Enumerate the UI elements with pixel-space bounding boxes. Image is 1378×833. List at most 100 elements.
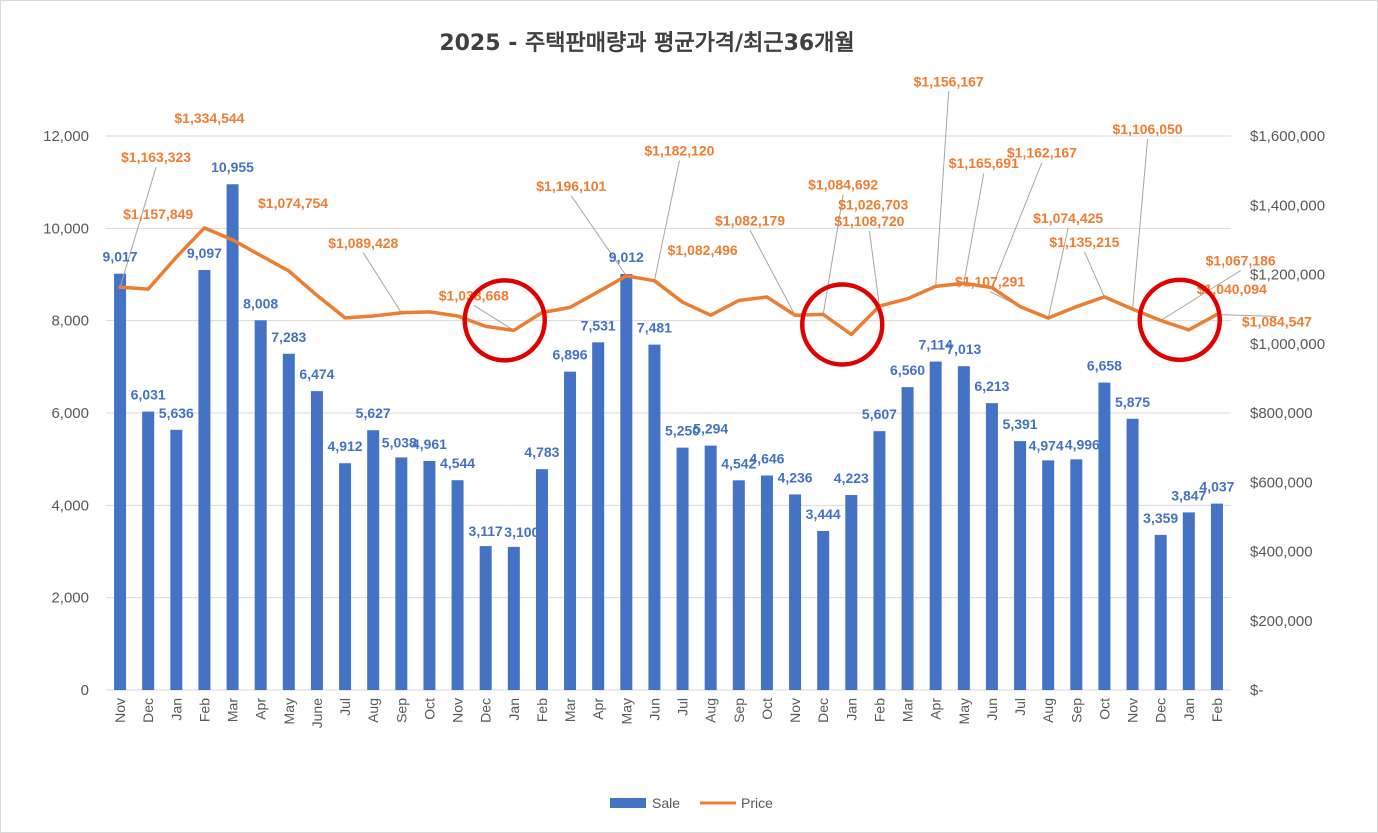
price-data-label: $1,196,101 — [536, 178, 606, 194]
sale-bar — [1070, 459, 1083, 690]
price-data-label: $1,074,754 — [258, 195, 328, 211]
sale-bar — [423, 460, 436, 690]
x-axis-tick-label: Jun — [984, 698, 1000, 721]
price-data-label: $1,106,050 — [1113, 121, 1183, 137]
sale-data-label: 4,912 — [328, 438, 363, 454]
sale-data-label: 10,955 — [211, 159, 254, 175]
sale-data-label: 4,544 — [440, 455, 475, 471]
x-axis-tick-label: Jun — [646, 698, 662, 721]
sale-bar — [535, 469, 548, 690]
sale-data-label: 4,996 — [1065, 436, 1100, 452]
sale-data-label: 6,560 — [890, 362, 925, 378]
sale-bar — [592, 342, 605, 690]
price-data-label: $1,082,179 — [715, 212, 785, 228]
price-data-label: $1,162,167 — [1007, 145, 1077, 161]
sale-bar — [226, 184, 239, 690]
sale-bar — [704, 445, 717, 690]
sale-bar — [676, 447, 689, 690]
left-axis-tick-label: 4,000 — [51, 497, 89, 514]
price-leader-line — [653, 160, 680, 281]
sale-bar — [1042, 460, 1055, 690]
sale-bar — [254, 320, 267, 690]
sale-bar — [648, 344, 661, 690]
right-axis-tick-label: $800,000 — [1250, 405, 1313, 422]
price-leader-line — [1216, 313, 1277, 317]
highlight-circles — [462, 277, 1222, 367]
x-axis-tick-label: Feb — [534, 698, 550, 722]
price-data-label: $1,135,215 — [1049, 234, 1119, 250]
price-leader-line — [935, 91, 950, 287]
sale-bar — [339, 463, 352, 690]
sale-bar — [985, 403, 998, 690]
sale-data-label: 4,223 — [834, 470, 869, 486]
x-axis-tick-label: Jan — [1181, 698, 1197, 721]
sale-data-label: 3,444 — [806, 506, 841, 522]
price-data-label: $1,082,496 — [668, 242, 738, 258]
sale-data-label: 4,037 — [1199, 479, 1234, 495]
sale-data-label: 9,097 — [187, 245, 222, 261]
price-data-label: $1,165,691 — [949, 155, 1019, 171]
sale-data-label: 7,283 — [271, 329, 306, 345]
right-axis-tick-label: $- — [1250, 682, 1263, 699]
x-axis-tick-label: Jan — [843, 698, 859, 721]
price-data-label: $1,108,720 — [834, 213, 904, 229]
sale-bar — [142, 411, 155, 690]
price-data-labels: $1,163,323 $1,157,849 $1,334,544 $1,074,754… — [121, 73, 1312, 329]
sale-bar — [310, 391, 323, 690]
sale-bar — [1154, 534, 1167, 690]
left-axis-tick-label: 12,000 — [43, 128, 89, 145]
price-leader-line — [749, 230, 796, 316]
price-line-layer — [118, 226, 1219, 337]
x-axis-tick-label: June — [309, 698, 325, 729]
x-axis-tick-label: Oct — [421, 698, 437, 720]
highlight-circle — [1137, 277, 1222, 363]
x-axis-tick-label: May — [956, 698, 972, 724]
price-data-label: $1,089,428 — [328, 235, 398, 251]
sale-data-label: 3,100 — [504, 524, 539, 540]
price-line — [118, 226, 1219, 337]
sale-bar — [170, 429, 183, 690]
sale-data-label: 7,114 — [919, 337, 953, 353]
sale-bar — [198, 270, 211, 690]
price-leader-line — [1132, 139, 1149, 310]
sale-data-label: 7,481 — [637, 320, 672, 336]
price-data-label: $1,067,186 — [1206, 252, 1276, 268]
sale-bar — [1014, 441, 1027, 690]
sale-bar — [957, 366, 970, 690]
price-leader-line — [822, 194, 844, 315]
sale-bar — [620, 273, 633, 690]
price-leader-line — [991, 162, 1043, 288]
sale-data-label: 3,847 — [1171, 487, 1206, 503]
x-axis-tick-label: Sep — [1068, 698, 1084, 723]
x-axis-tick-label: Nov — [450, 698, 466, 723]
sale-bar — [479, 546, 492, 690]
sale-data-label: 6,213 — [974, 378, 1009, 394]
x-axis-tick-label: Oct — [759, 698, 775, 720]
sale-bar — [929, 361, 942, 690]
sale-bar — [395, 457, 408, 690]
x-axis-tick-label: Feb — [871, 698, 887, 722]
sale-data-label: 4,961 — [412, 436, 447, 452]
x-axis-tick-label: Feb — [1209, 698, 1225, 722]
sale-bar — [564, 371, 577, 690]
price-leader-line — [119, 167, 157, 288]
sale-bar — [1126, 418, 1139, 690]
x-axis-tick-label: Aug — [365, 698, 381, 723]
x-axis-tick-label: Dec — [815, 698, 831, 723]
price-data-label: $1,157,849 — [123, 206, 193, 222]
legend-sale-label: Sale — [652, 795, 680, 811]
sale-bar — [507, 546, 520, 690]
right-axis-tick-label: $1,200,000 — [1250, 267, 1325, 284]
sale-data-label: 9,012 — [609, 249, 644, 265]
x-axis-tick-label: Dec — [140, 698, 156, 723]
right-axis: $- $200,000 $400,000 $600,000 $800,000 $1,000… — [1250, 128, 1325, 699]
right-axis-tick-label: $1,000,000 — [1250, 336, 1325, 353]
sale-data-label: 4,542 — [721, 455, 756, 471]
sale-bar — [873, 431, 886, 690]
x-axis-tick-label: Apr — [928, 698, 944, 720]
left-axis-tick-label: 8,000 — [51, 313, 89, 330]
price-leader-line — [362, 252, 402, 314]
x-axis-tick-label: Mar — [562, 698, 578, 722]
x-axis-tick-label: May — [281, 698, 297, 724]
